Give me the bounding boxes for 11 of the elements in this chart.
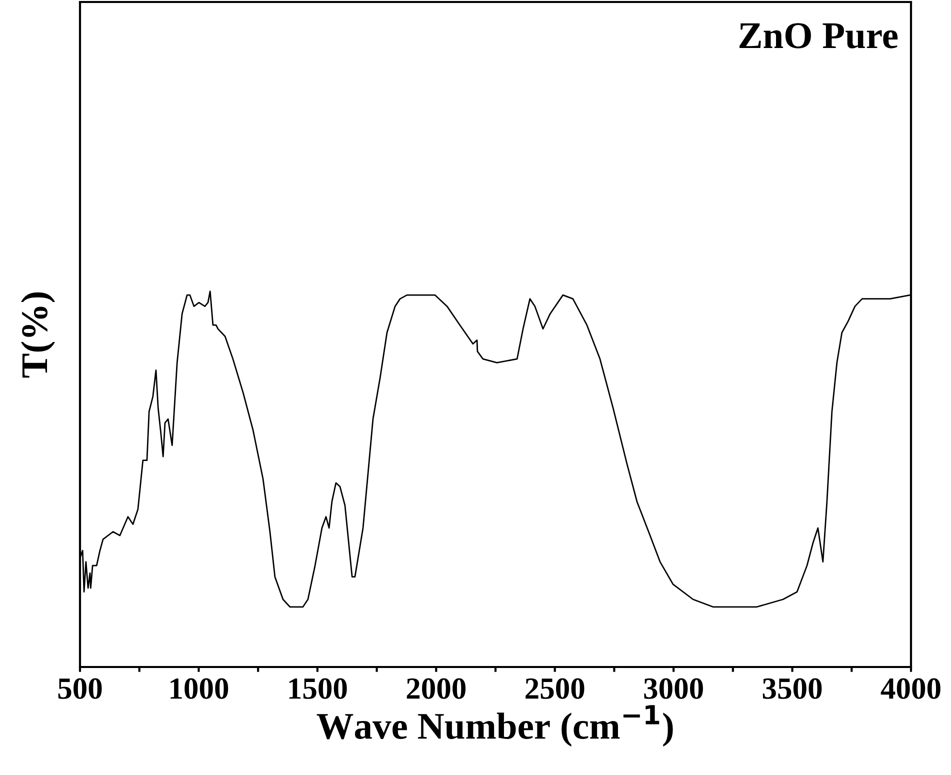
x-tick-label: 1000: [170, 678, 228, 699]
x-tick-label: 2500: [526, 678, 584, 699]
x-tick-label: 1500: [289, 678, 347, 699]
x-axis-title: Wave Number (cm$^{−1}$): [316, 705, 673, 747]
x-tick-label: 4000: [880, 678, 940, 699]
y-axis-title: T(%): [20, 292, 55, 378]
x-tick-label: 3000: [644, 678, 703, 699]
x-tick-label: 2000: [406, 678, 466, 699]
x-tick-label: 500: [58, 678, 102, 699]
text: ZnO Pure: [740, 23, 898, 48]
x-tick-label: 3500: [762, 678, 822, 699]
